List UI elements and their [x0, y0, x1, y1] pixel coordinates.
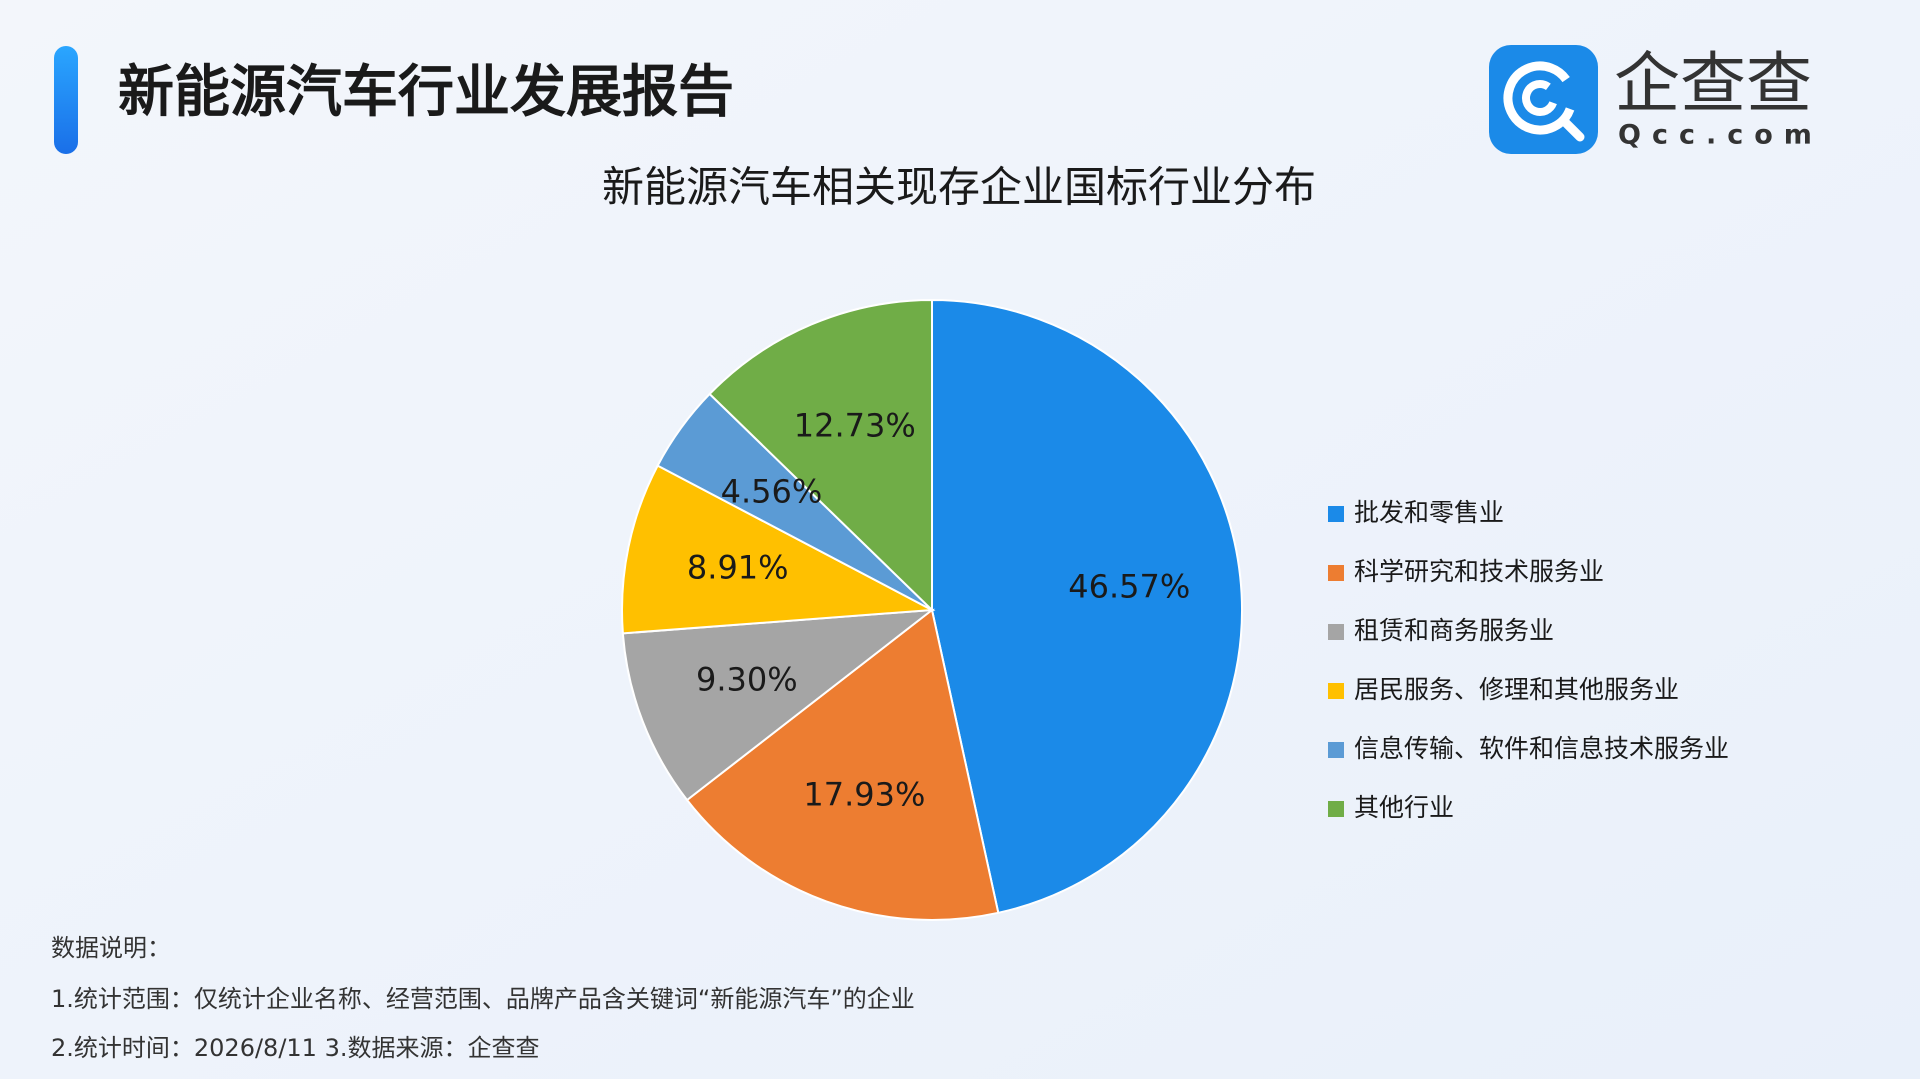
pie-slice: [931, 298, 1243, 915]
legend-swatch: [1328, 801, 1344, 817]
legend-label: 信息传输、软件和信息技术服务业: [1354, 734, 1729, 763]
legend-label: 居民服务、修理和其他服务业: [1354, 675, 1679, 704]
legend-swatch: [1328, 742, 1344, 758]
data-label: 8.91%: [687, 549, 789, 587]
legend-swatch: [1328, 683, 1344, 699]
data-label: 46.57%: [1068, 568, 1190, 606]
data-label: 9.30%: [696, 660, 798, 698]
title-accent: [54, 46, 78, 154]
note: 1.统计范围：仅统计企业名称、经营范围、品牌产品含关键词“新能源汽车”的企业: [51, 985, 915, 1013]
pie-slice: [685, 608, 1000, 921]
logo-ring-inner: [1522, 80, 1558, 116]
page-title: 新能源汽车行业发展报告: [118, 60, 734, 125]
legend-label: 科学研究和技术服务业: [1354, 557, 1604, 586]
pie-slice: [708, 298, 933, 613]
logo-name: 企查查: [1614, 45, 1812, 122]
note: 2.统计时间：2026/8/11 3.数据来源：企查查: [51, 1034, 539, 1062]
legend-label: 其他行业: [1354, 793, 1454, 822]
legend-label: 租赁和商务服务业: [1354, 616, 1554, 645]
legend-swatch: [1328, 624, 1344, 640]
chart-title: 新能源汽车相关现存企业国标行业分布: [602, 163, 1316, 212]
data-label: 12.73%: [794, 406, 916, 444]
legend-swatch: [1328, 506, 1344, 522]
legend-swatch: [1328, 565, 1344, 581]
logo-tail: [1560, 117, 1585, 142]
pie-slice: [621, 464, 936, 635]
logo: 企查查 Qcc.com: [1489, 45, 1823, 154]
legend-label: 批发和零售业: [1354, 498, 1504, 527]
note: 数据说明：: [51, 934, 171, 962]
data-label: 17.93%: [803, 776, 925, 814]
data-label: 4.56%: [721, 472, 823, 510]
logo-domain: Qcc.com: [1618, 120, 1823, 151]
pie-slice: [621, 608, 936, 802]
